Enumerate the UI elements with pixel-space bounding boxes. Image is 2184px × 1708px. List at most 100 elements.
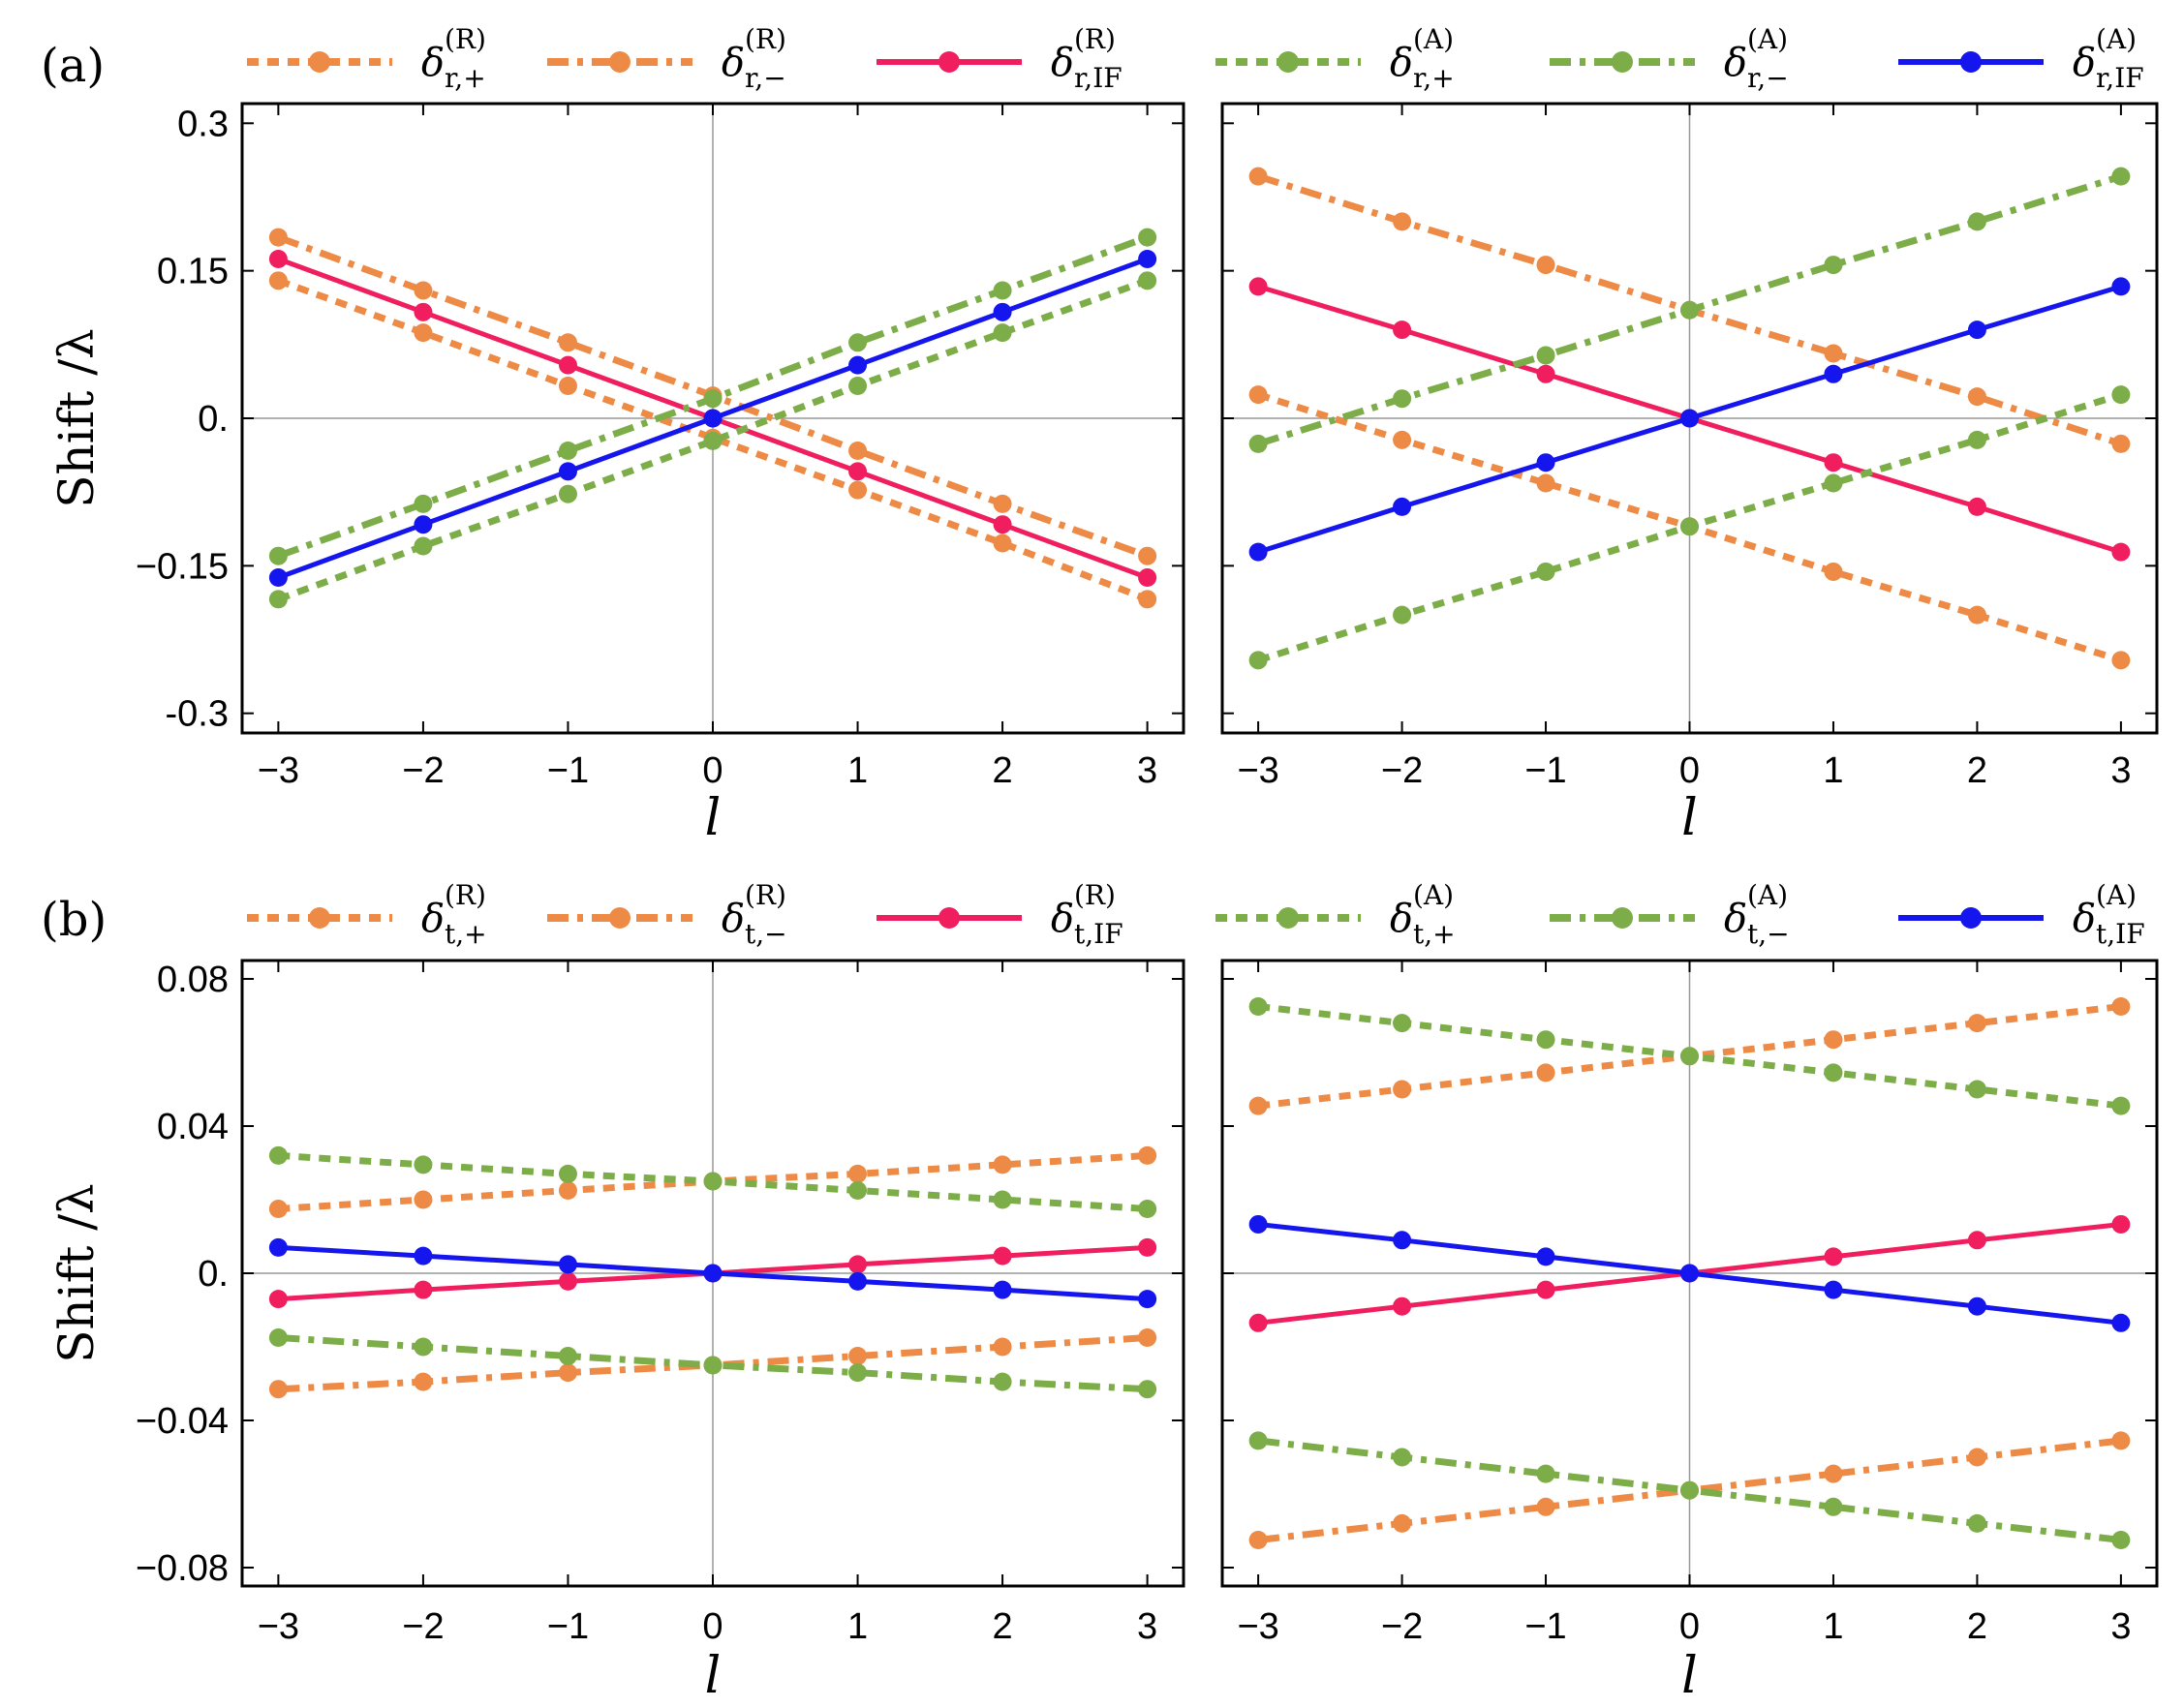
y-tick-label: 0.08	[157, 960, 229, 1000]
y-tick-label: 0.	[198, 1254, 229, 1295]
data-point	[2111, 1431, 2131, 1450]
legend-entry: δ(A) r,+	[1215, 23, 1455, 94]
legend-entry: δ(A) t,−	[1550, 879, 1790, 950]
x-tick-label: −1	[547, 750, 589, 791]
data-point	[848, 1363, 868, 1383]
legend-superscript: (A)	[1747, 23, 1788, 55]
data-point	[1248, 385, 1268, 405]
data-point	[1138, 271, 1157, 290]
legend-marker	[309, 907, 330, 929]
data-point	[414, 302, 433, 321]
y-tick-label: -0.3	[166, 694, 229, 735]
data-point	[558, 462, 577, 481]
x-tick-label: −3	[258, 1606, 299, 1647]
x-axis-label: l	[1681, 789, 1698, 847]
data-point	[414, 536, 433, 556]
data-point	[1967, 320, 1986, 340]
legend-marker	[609, 907, 631, 929]
data-point	[1138, 1290, 1157, 1309]
panel-label-b: (b)	[41, 893, 107, 947]
data-point	[558, 1181, 577, 1200]
data-point	[1824, 1030, 1843, 1050]
data-point	[1967, 1513, 1986, 1533]
data-point	[1393, 1448, 1412, 1467]
data-point	[558, 1347, 577, 1365]
legend-subscript: t,−	[745, 918, 787, 950]
data-point	[414, 1246, 433, 1266]
legend-superscript: (A)	[1413, 23, 1454, 55]
legend-superscript: (R)	[445, 23, 486, 55]
data-point	[1248, 167, 1268, 186]
data-point	[993, 1337, 1012, 1357]
data-point	[2111, 1096, 2131, 1115]
data-point	[1248, 997, 1268, 1016]
legend-entry: δ(R) r,IF	[877, 23, 1123, 94]
data-point	[1680, 517, 1699, 536]
series-5	[1248, 1214, 2131, 1332]
data-point	[1138, 1328, 1157, 1347]
legend-entry: δ(A) t,+	[1215, 879, 1456, 950]
y-tick-label: 0.3	[177, 104, 229, 144]
data-point	[414, 494, 433, 513]
data-point	[1138, 546, 1157, 565]
legend-marker	[1612, 907, 1633, 929]
x-tick-label: −1	[1524, 1606, 1566, 1647]
y-tick-label: 0.15	[157, 252, 229, 292]
data-point	[1393, 1513, 1412, 1533]
data-point	[1138, 249, 1157, 268]
data-point	[558, 1255, 577, 1274]
x-axis-label: l	[1681, 1647, 1698, 1705]
legend-symbol: δ	[2073, 897, 2096, 941]
data-point	[1536, 1280, 1555, 1299]
data-point	[1393, 1296, 1412, 1316]
y-tick-label: −0.04	[136, 1401, 229, 1442]
legend-entry: δ(R) t,IF	[877, 879, 1123, 950]
series-4	[1248, 167, 2131, 453]
data-point	[993, 302, 1012, 321]
x-tick-label: −3	[258, 750, 299, 791]
data-point	[1536, 1247, 1555, 1266]
y-tick-label: −0.15	[136, 546, 229, 587]
series-4	[268, 1328, 1157, 1399]
data-point	[848, 1164, 868, 1183]
x-tick-label: 2	[993, 750, 1013, 791]
x-tick-label: −2	[1381, 1606, 1423, 1647]
data-point	[558, 355, 577, 375]
data-point	[268, 228, 288, 247]
legend-marker	[1960, 907, 1982, 929]
y-axis-label: Shift /λ	[48, 1183, 105, 1362]
legend-entry: δ(R) r,−	[547, 23, 786, 94]
data-point	[993, 1246, 1012, 1266]
data-point	[993, 1190, 1012, 1209]
data-point	[2111, 1531, 2131, 1549]
data-point	[414, 323, 433, 343]
data-point	[1824, 364, 1843, 383]
data-point	[1824, 1280, 1843, 1299]
legend-subscript: t,+	[445, 918, 487, 950]
legend-entry: δ(A) t,IF	[1898, 879, 2145, 950]
legend-entry: δ(R) t,+	[247, 879, 487, 950]
series-3	[1248, 385, 2131, 670]
legend-marker	[1612, 51, 1633, 73]
data-point	[268, 271, 288, 290]
series-4	[1248, 1431, 2131, 1549]
data-point	[2111, 1313, 2131, 1332]
data-point	[1138, 568, 1157, 588]
legend-marker	[1960, 51, 1982, 73]
data-point	[848, 333, 868, 352]
data-point	[1536, 453, 1555, 473]
data-point	[993, 515, 1012, 534]
data-point	[1824, 1464, 1843, 1483]
data-point	[848, 1255, 868, 1274]
data-point	[414, 515, 433, 534]
data-point	[1824, 473, 1843, 493]
x-tick-label: 3	[2110, 750, 2131, 791]
data-point	[558, 1271, 577, 1291]
data-point	[1680, 1047, 1699, 1066]
data-point	[268, 1200, 288, 1218]
legend-symbol: δ	[1051, 897, 1074, 941]
data-point	[268, 1380, 288, 1399]
data-point	[1393, 1080, 1412, 1099]
data-point	[2111, 997, 2131, 1016]
